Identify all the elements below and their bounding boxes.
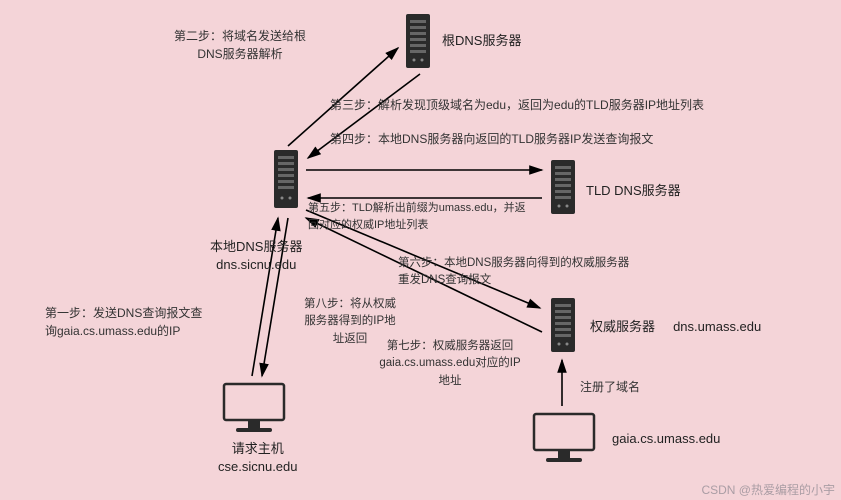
auth-dns-label-l2: dns.umass.edu [673,319,761,334]
local-dns-label-l2: dns.sicnu.edu [216,257,296,272]
s8l2: 服务器得到的IP地 [304,315,395,327]
client-label-l2: cse.sicnu.edu [218,459,298,474]
s5l1: 第五步：TLD解析出前缀为umass.edu，并返 [308,202,526,214]
step3-label: 第三步：解析发现顶级域名为edu，返回为edu的TLD服务器IP地址列表 [330,96,790,114]
local-dns-server-icon [270,148,302,217]
s5l2: 回对应的权威IP地址列表 [308,219,428,231]
local-dns-label: 本地DNS服务器 dns.sicnu.edu [210,238,302,274]
gaia-label: gaia.cs.umass.edu [612,430,720,448]
local-dns-label-l1: 本地DNS服务器 [210,239,302,254]
auth-dns-label-l1: 权威服务器 [590,319,655,334]
auth-dns-server-icon [547,296,579,361]
s6l2: 重发DNS查询报文 [398,274,491,286]
root-dns-label: 根DNS服务器 [442,32,521,50]
client-label: 请求主机 cse.sicnu.edu [218,440,298,476]
s2l1: 第二步：将域名发送给根 [174,29,306,43]
s1l1: 第一步：发送DNS查询报文查 [45,306,202,320]
s2l2: DNS服务器解析 [197,47,282,61]
step5-label: 第五步：TLD解析出前缀为umass.edu，并返 回对应的权威IP地址列表 [308,200,568,233]
gaia-monitor-icon [528,410,600,471]
s7l3: 地址 [439,375,462,387]
registered-label: 注册了域名 [580,378,640,396]
s7l2: gaia.cs.umass.edu对应的IP [379,357,520,369]
tld-dns-label: TLD DNS服务器 [586,182,681,200]
auth-dns-label: 权威服务器 dns.umass.edu [590,318,761,336]
client-monitor-icon [218,380,290,441]
step4-label: 第四步：本地DNS服务器向返回的TLD服务器IP发送查询报文 [330,130,730,148]
step8-label: 第八步：将从权威 服务器得到的IP地 址返回 [290,296,410,348]
client-label-l1: 请求主机 [232,441,284,456]
root-dns-server-icon [402,12,434,77]
s6l1: 第六步：本地DNS服务器向得到的权威服务器 [398,257,629,269]
step1-label: 第一步：发送DNS查询报文查 询gaia.cs.umass.edu的IP [45,304,225,340]
s1l2: 询gaia.cs.umass.edu的IP [45,324,180,338]
watermark: CSDN @热爱编程的小宇 [701,481,835,498]
step2-label: 第二步：将域名发送给根 DNS服务器解析 [155,27,325,63]
s8l1: 第八步：将从权威 [304,298,396,310]
s8l3: 址返回 [333,333,368,345]
step6-label: 第六步：本地DNS服务器向得到的权威服务器 重发DNS查询报文 [398,255,668,290]
